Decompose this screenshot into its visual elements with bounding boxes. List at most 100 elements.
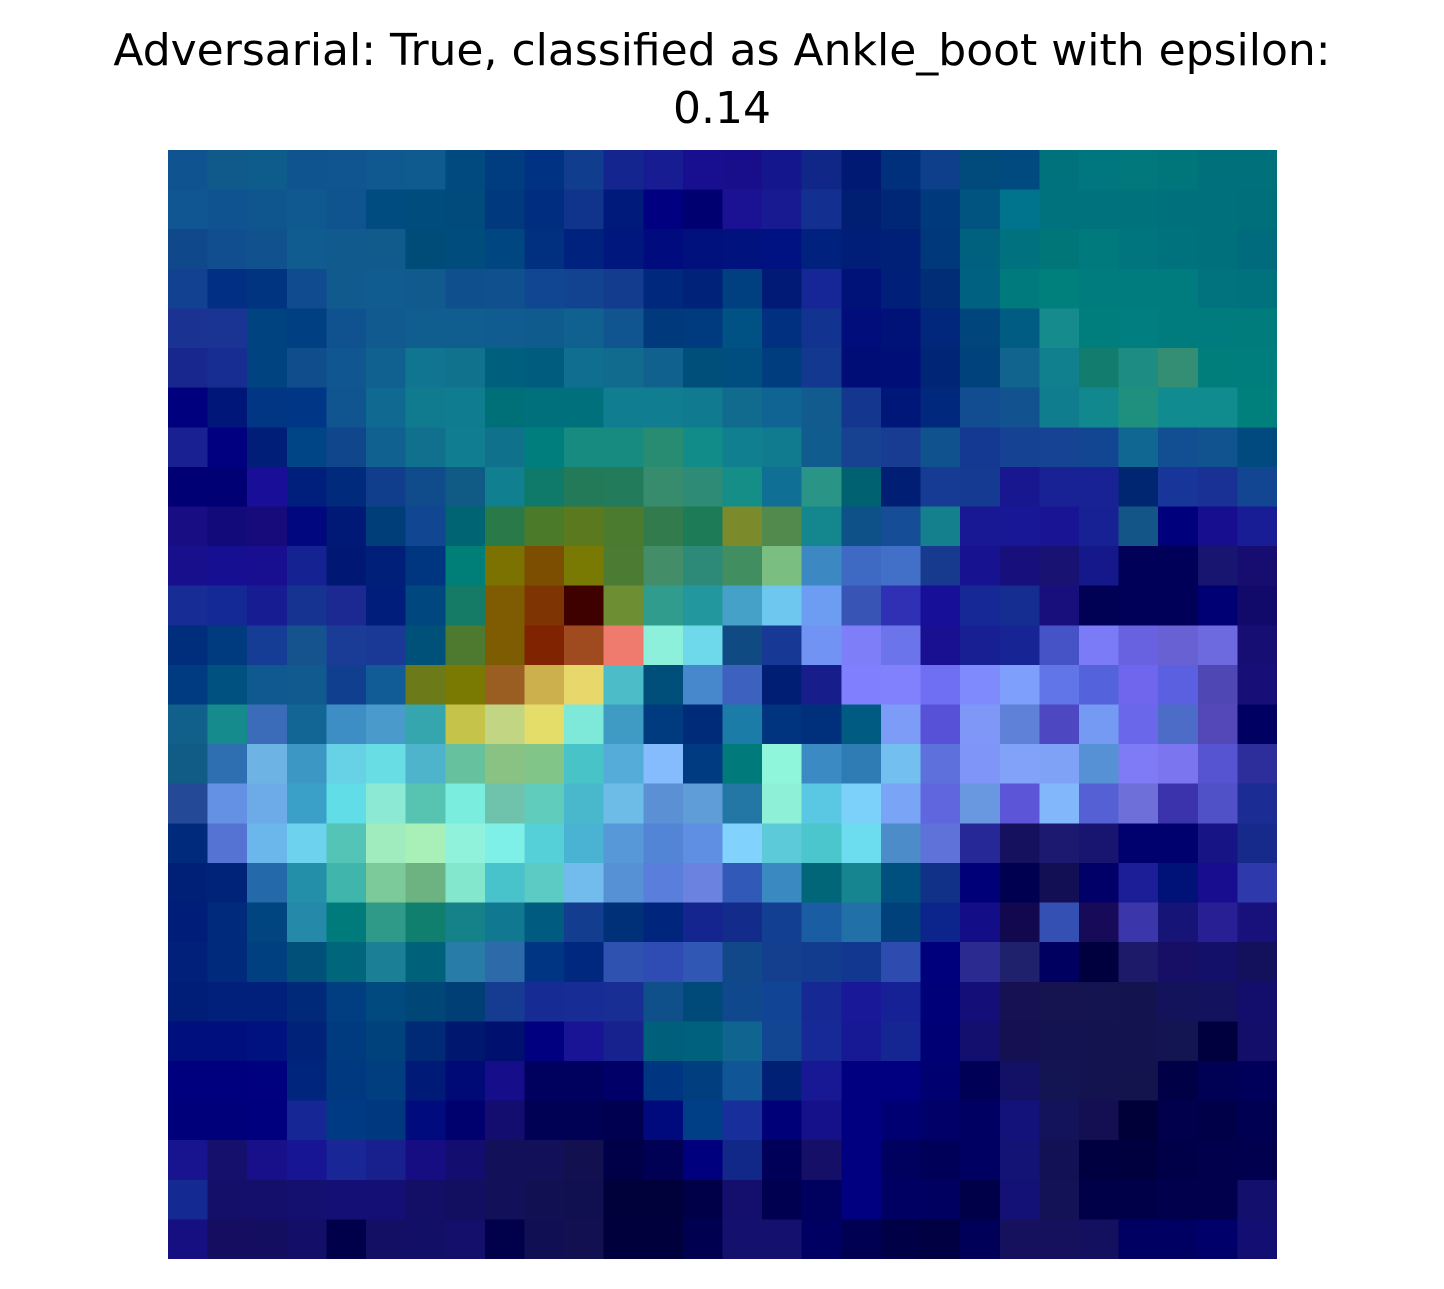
heatmap-cell	[207, 704, 249, 745]
heatmap-cell	[445, 1021, 486, 1062]
heatmap-cell	[841, 229, 882, 270]
heatmap-cell	[801, 268, 843, 310]
heatmap-cell	[880, 902, 922, 943]
heatmap-cell	[564, 862, 605, 904]
heatmap-cell	[643, 308, 684, 349]
heatmap-cell	[1039, 229, 1080, 270]
heatmap-cell	[880, 150, 922, 191]
heatmap-cell	[920, 585, 961, 627]
heatmap-cell	[247, 744, 288, 785]
heatmap-cell	[564, 1219, 605, 1259]
heatmap-cell	[445, 1179, 486, 1221]
heatmap-cell	[801, 427, 843, 468]
heatmap-cell	[682, 664, 724, 706]
heatmap-cell	[524, 546, 565, 587]
heatmap-cell	[1158, 783, 1199, 825]
heatmap-cell	[920, 1060, 961, 1102]
heatmap-cell	[1039, 1219, 1080, 1259]
heatmap-cell	[682, 1219, 724, 1259]
heatmap-cell	[366, 1100, 407, 1141]
heatmap-cell	[247, 585, 288, 627]
heatmap-cell	[405, 625, 447, 666]
heatmap-cell	[484, 823, 526, 864]
heatmap-cell	[1039, 942, 1080, 983]
heatmap-cell	[722, 229, 763, 270]
heatmap-cell	[960, 783, 1001, 825]
heatmap-cell	[247, 427, 288, 468]
heatmap-cell	[286, 744, 328, 785]
heatmap-cell	[1197, 1219, 1239, 1259]
heatmap-cell	[722, 1100, 763, 1141]
heatmap-cell	[841, 1060, 882, 1102]
heatmap-cell	[326, 189, 367, 231]
heatmap-cell	[801, 704, 843, 745]
heatmap-cell	[603, 1219, 645, 1259]
heatmap-cell	[405, 862, 447, 904]
heatmap-cell	[247, 546, 288, 587]
heatmap-cell	[801, 823, 843, 864]
heatmap-cell	[1237, 744, 1277, 785]
heatmap-cell	[801, 506, 843, 547]
heatmap-cell	[722, 585, 763, 627]
heatmap-cell	[1237, 783, 1277, 825]
heatmap-cell	[366, 506, 407, 547]
heatmap-cell	[1237, 585, 1277, 627]
heatmap-cell	[1078, 862, 1120, 904]
heatmap-cell	[603, 1100, 645, 1141]
heatmap-cell	[484, 1140, 526, 1181]
heatmap-cell	[722, 387, 763, 429]
heatmap-cell	[880, 585, 922, 627]
heatmap-cell	[286, 1219, 328, 1259]
heatmap-cell	[168, 427, 209, 468]
heatmap-cell	[405, 150, 447, 191]
heatmap-cell	[880, 744, 922, 785]
heatmap-cell	[1039, 783, 1080, 825]
heatmap-cell	[1158, 744, 1199, 785]
heatmap-cell	[1197, 1021, 1239, 1062]
heatmap-cell	[1158, 625, 1199, 666]
heatmap-cell	[1078, 585, 1120, 627]
heatmap-cell	[841, 546, 882, 587]
heatmap-cell	[366, 1219, 407, 1259]
heatmap-cell	[682, 466, 724, 508]
heatmap-cell	[1039, 150, 1080, 191]
heatmap-cell	[524, 823, 565, 864]
heatmap-cell	[920, 744, 961, 785]
heatmap-cell	[960, 744, 1001, 785]
heatmap-cell	[1158, 189, 1199, 231]
heatmap-cell	[841, 902, 882, 943]
heatmap-cell	[880, 427, 922, 468]
heatmap-cell	[762, 387, 803, 429]
chart-title-line-1: Adversarial: True, classified as Ankle_b…	[113, 25, 1331, 76]
heatmap-cell	[286, 1021, 328, 1062]
heatmap-cell	[1197, 981, 1239, 1023]
heatmap-cell	[762, 229, 803, 270]
heatmap-cell	[841, 942, 882, 983]
heatmap-cell	[366, 387, 407, 429]
heatmap-cell	[524, 1021, 565, 1062]
heatmap-cell	[445, 268, 486, 310]
heatmap-cell	[405, 387, 447, 429]
heatmap-cell	[168, 942, 209, 983]
heatmap-cell	[682, 229, 724, 270]
heatmap-cell	[1158, 981, 1199, 1023]
heatmap-cell	[326, 466, 367, 508]
heatmap-cell	[564, 981, 605, 1023]
heatmap-cell	[247, 902, 288, 943]
heatmap-cell	[1039, 1179, 1080, 1221]
heatmap-cell	[1078, 664, 1120, 706]
heatmap-cell	[841, 268, 882, 310]
heatmap-cell	[1237, 823, 1277, 864]
heatmap-cell	[1118, 1100, 1159, 1141]
heatmap-cell	[1039, 625, 1080, 666]
heatmap-cell	[960, 981, 1001, 1023]
heatmap-cell	[1237, 308, 1277, 349]
heatmap-cell	[880, 546, 922, 587]
heatmap-cell	[445, 1100, 486, 1141]
heatmap-cell	[999, 1060, 1041, 1102]
heatmap-cell	[1158, 348, 1199, 389]
heatmap-cell	[762, 942, 803, 983]
heatmap-cell	[1118, 585, 1159, 627]
heatmap-cell	[801, 1179, 843, 1221]
heatmap-cell	[722, 268, 763, 310]
